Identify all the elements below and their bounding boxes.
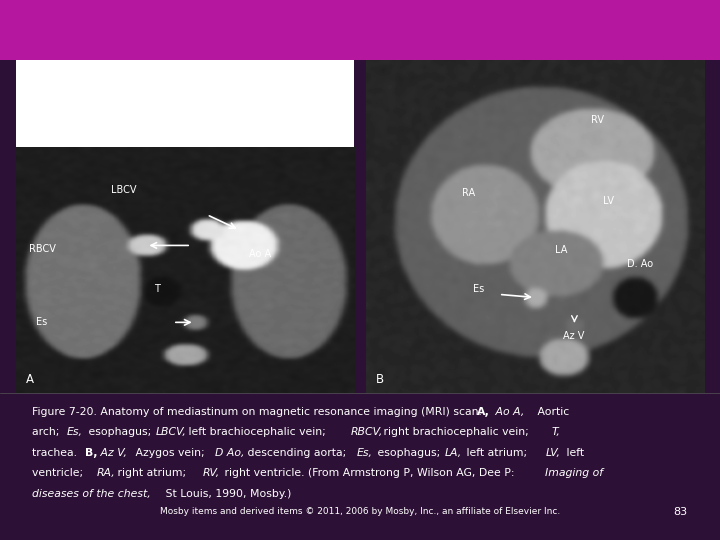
Text: ventricle;: ventricle; — [32, 468, 86, 478]
Text: A: A — [26, 374, 34, 387]
Text: Azygos vein;: Azygos vein; — [132, 448, 208, 458]
Text: RBCV,: RBCV, — [351, 427, 383, 437]
Text: RBCV: RBCV — [30, 244, 56, 254]
Text: RA,: RA, — [96, 468, 115, 478]
Text: LV: LV — [603, 196, 613, 206]
Text: right atrium;: right atrium; — [114, 468, 190, 478]
Text: esophagus;: esophagus; — [85, 427, 155, 437]
Text: LA,: LA, — [445, 448, 462, 458]
Text: B: B — [376, 374, 384, 387]
Bar — [0, 60, 720, 540]
Text: RA: RA — [462, 187, 474, 198]
Text: Es,: Es, — [356, 448, 372, 458]
Text: Az V,: Az V, — [96, 448, 127, 458]
Text: LA: LA — [555, 245, 567, 255]
Text: arch;: arch; — [32, 427, 63, 437]
Text: trachea.: trachea. — [32, 448, 80, 458]
Text: descending aorta;: descending aorta; — [244, 448, 350, 458]
Text: D Ao,: D Ao, — [215, 448, 244, 458]
Text: St Louis, 1990, Mosby.): St Louis, 1990, Mosby.) — [161, 489, 291, 499]
Text: Figure 7-20. Anatomy of mediastinum on magnetic resonance imaging (MRI) scan.: Figure 7-20. Anatomy of mediastinum on m… — [32, 407, 485, 417]
Text: Ao A: Ao A — [249, 249, 271, 260]
Text: left brachiocephalic vein;: left brachiocephalic vein; — [185, 427, 330, 437]
Text: esophagus;: esophagus; — [374, 448, 444, 458]
Text: left atrium;: left atrium; — [463, 448, 531, 458]
Text: Imaging of: Imaging of — [545, 468, 603, 478]
Text: RV,: RV, — [203, 468, 220, 478]
Text: LBCV,: LBCV, — [156, 427, 186, 437]
Text: right brachiocephalic vein;: right brachiocephalic vein; — [380, 427, 532, 437]
Text: Aortic: Aortic — [534, 407, 570, 417]
Text: Es,: Es, — [67, 427, 83, 437]
Text: B,: B, — [85, 448, 97, 458]
Text: T: T — [154, 284, 160, 294]
Text: Ao A,: Ao A, — [492, 407, 525, 417]
Text: RV: RV — [591, 115, 604, 125]
Text: diseases of the chest,: diseases of the chest, — [32, 489, 150, 499]
Text: Es: Es — [36, 318, 48, 327]
Text: right ventricle. (From Armstrong P, Wilson AG, Dee P:: right ventricle. (From Armstrong P, Wils… — [220, 468, 518, 478]
Bar — [16, 60, 354, 147]
Text: left: left — [563, 448, 584, 458]
Text: LBCV: LBCV — [111, 185, 136, 195]
Text: LV,: LV, — [545, 448, 560, 458]
Text: Mosby items and derived items © 2011, 2006 by Mosby, Inc., an affiliate of Elsev: Mosby items and derived items © 2011, 20… — [160, 508, 560, 516]
Text: Es: Es — [473, 284, 484, 294]
Text: D. Ao: D. Ao — [627, 259, 654, 269]
Text: T,: T, — [552, 427, 560, 437]
Text: Az V: Az V — [563, 331, 585, 341]
Text: 83: 83 — [673, 507, 688, 517]
Text: A,: A, — [477, 407, 490, 417]
